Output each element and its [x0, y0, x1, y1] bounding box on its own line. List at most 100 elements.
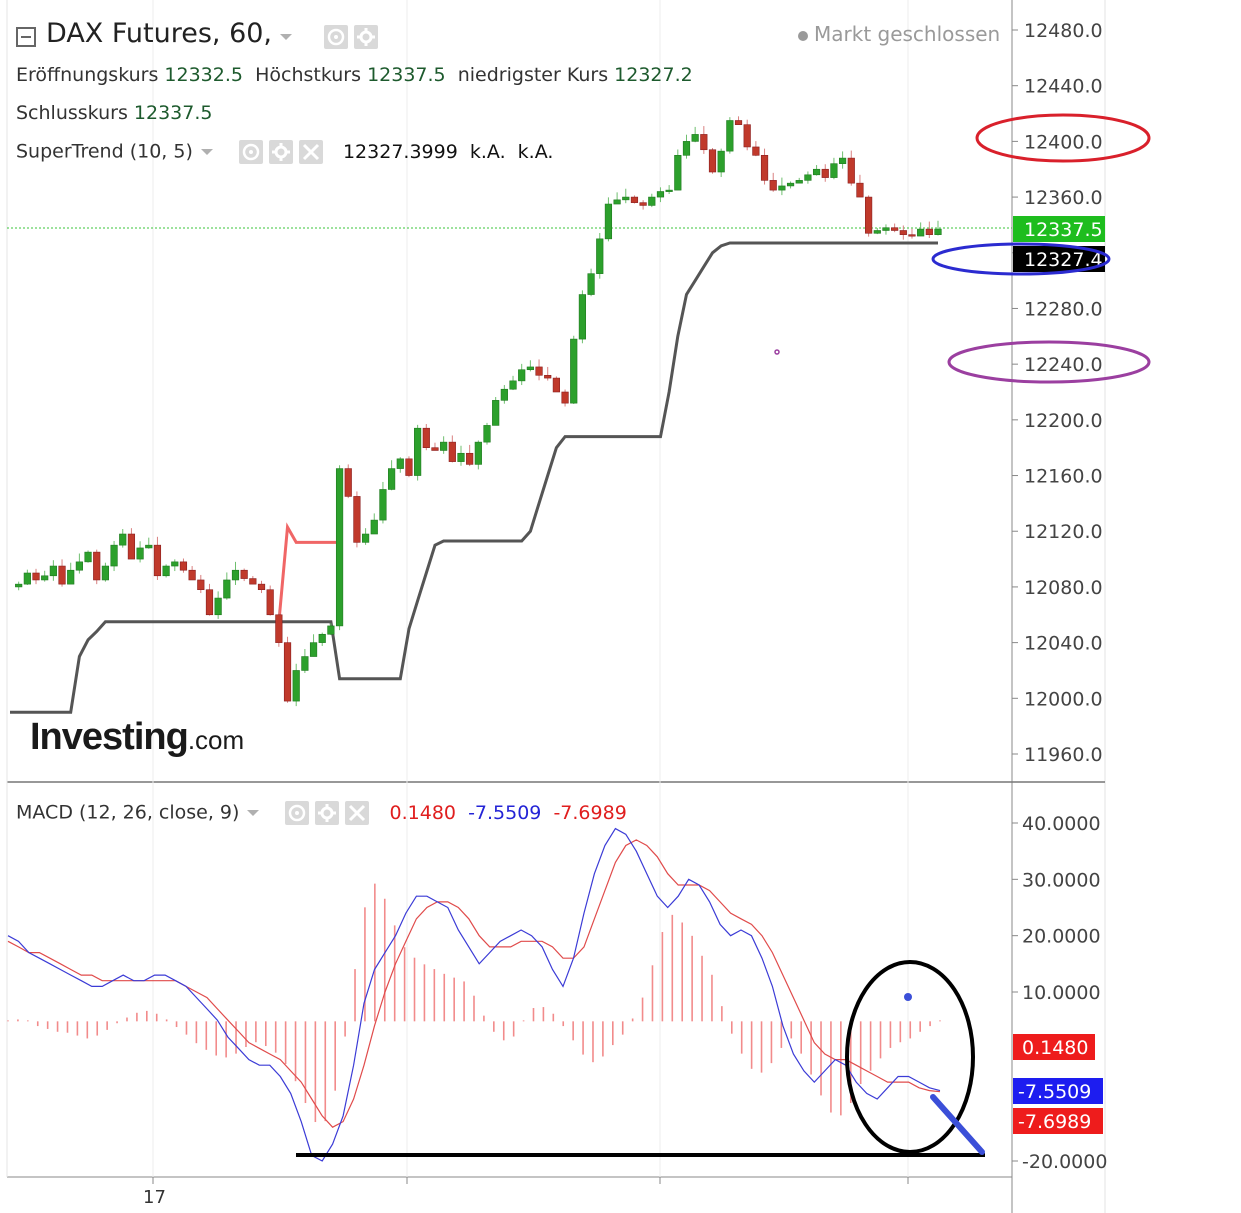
candle-down [552, 377, 560, 393]
candle-up [934, 228, 942, 235]
candle-down [544, 374, 552, 379]
supertrend-legend: SuperTrend (10, 5) 12327.3999 k.A. k.A. [16, 140, 553, 164]
candle-down [32, 572, 40, 581]
candle-up [509, 380, 517, 390]
price-tick-label: 12040.0 [1024, 633, 1103, 655]
candle-up [578, 294, 587, 340]
visibility-icon[interactable] [285, 801, 310, 825]
candle-up [370, 519, 378, 535]
gear-icon[interactable] [268, 140, 293, 164]
candle-up [136, 547, 144, 560]
candle-up [613, 199, 621, 205]
candle-down [266, 589, 274, 616]
candle-down [466, 452, 474, 465]
gear-icon[interactable] [354, 24, 379, 49]
candle-down [179, 561, 188, 571]
market-status: Markt geschlossen [798, 22, 1000, 46]
chevron-down-icon[interactable] [247, 810, 260, 816]
candle-up [327, 625, 335, 635]
candle-down [353, 496, 361, 543]
candle-up [223, 579, 231, 599]
candle-up [674, 155, 682, 191]
price-tick-label: 12000.0 [1024, 688, 1103, 710]
candle-up [75, 561, 83, 571]
open-value: 12332.5 [164, 64, 243, 86]
candle-down [734, 120, 743, 125]
candle-down [344, 468, 352, 497]
candle-up [778, 185, 786, 191]
candle-down [127, 533, 136, 560]
candle-down [58, 565, 66, 585]
visibility-icon[interactable] [238, 140, 263, 164]
candle-down [535, 366, 543, 376]
candle-up [518, 369, 526, 382]
candle-up [726, 120, 734, 152]
candle-up [231, 569, 240, 581]
macd-tick-label: 20.0000 [1022, 926, 1101, 948]
candle-down [93, 551, 101, 581]
candle-down [847, 157, 855, 184]
macd-signal-legend-value: -7.6989 [553, 801, 627, 824]
supertrend-value: 12327.3999 [342, 140, 458, 163]
candle-down [925, 228, 933, 235]
macd-value-badge: -7.5509 [1013, 1078, 1103, 1104]
supertrend-line [10, 241, 938, 714]
collapse-icon[interactable] [16, 26, 36, 47]
candle-up [414, 427, 422, 476]
close-icon[interactable] [345, 801, 370, 825]
candle-up [917, 228, 925, 237]
svg-text:0.1480: 0.1480 [1022, 1037, 1088, 1059]
candle-down [275, 614, 283, 643]
candle-up [812, 168, 821, 176]
supertrend-na-1: k.A. [469, 140, 506, 163]
chevron-down-icon[interactable] [200, 149, 213, 155]
candle-up [214, 597, 222, 616]
macd-line-legend-value: -7.5509 [468, 801, 542, 824]
price-tick-label: 12360.0 [1024, 187, 1103, 209]
candle-up [804, 174, 812, 181]
macd-tick-label: 40.0000 [1022, 813, 1101, 835]
candle-up [361, 533, 370, 543]
chevron-down-icon[interactable] [280, 33, 293, 40]
price-tick-label: 12160.0 [1024, 466, 1103, 488]
close-value: 12337.5 [133, 102, 213, 124]
candle-up [622, 196, 630, 201]
close-icon[interactable] [298, 140, 323, 164]
candle-down [760, 155, 769, 181]
candle-down [865, 196, 873, 234]
candle-up [292, 670, 300, 702]
supertrend-layer [10, 241, 938, 714]
candle-up [49, 565, 57, 577]
candle-up [795, 180, 803, 184]
annotation-blue-stroke [930, 1094, 985, 1155]
visibility-icon[interactable] [324, 24, 349, 49]
logo-suffix: .com [187, 725, 245, 755]
annotation-black-ellipse [845, 960, 975, 1154]
candle-down [188, 569, 196, 581]
candle-down [700, 134, 708, 151]
candle-down [448, 441, 456, 462]
investing-logo: Investing.com [30, 716, 244, 759]
candle-down [630, 196, 639, 203]
candle-up [604, 203, 613, 240]
candle-up [882, 227, 890, 231]
gear-icon[interactable] [315, 801, 340, 825]
svg-text:12327.4: 12327.4 [1024, 249, 1103, 271]
last-price-badge: 12337.5 [1013, 216, 1105, 242]
candle-down [752, 146, 760, 156]
price-tick-label: 12080.0 [1024, 577, 1103, 599]
price-tick-label: 12440.0 [1024, 76, 1103, 98]
candle-up [587, 273, 595, 295]
annotation-purple-dot [774, 349, 780, 355]
candle-up [526, 366, 534, 371]
signal-value-badge: -7.6989 [1013, 1108, 1103, 1134]
macd-tick-label: 10.0000 [1022, 982, 1101, 1004]
candle-up [656, 191, 665, 198]
candle-down [908, 234, 916, 237]
candle-up [379, 489, 387, 521]
chart-title-row: DAX Futures, 60, [16, 18, 379, 49]
candle-down [422, 427, 430, 448]
status-dot-icon [798, 30, 808, 41]
annotation-red-ellipse [975, 113, 1151, 163]
candle-down [249, 578, 257, 585]
